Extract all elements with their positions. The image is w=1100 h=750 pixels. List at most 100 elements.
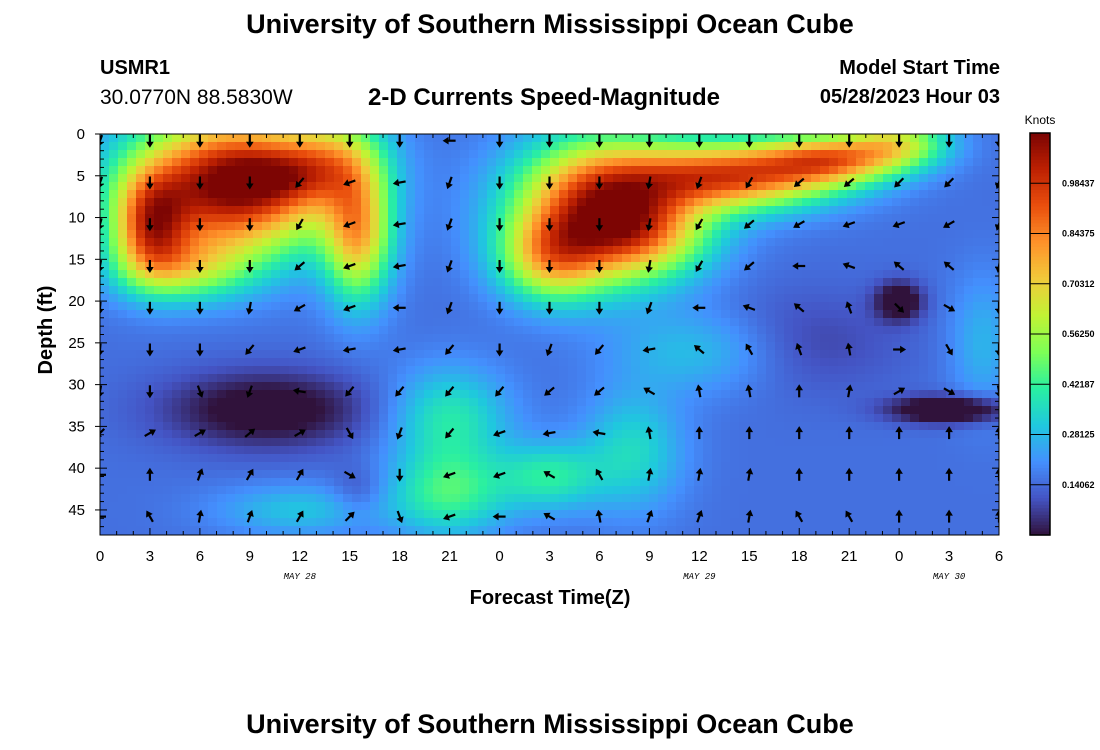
- heatmap-cell: [748, 270, 758, 279]
- heatmap-cell: [550, 150, 560, 159]
- heatmap-cell: [568, 334, 578, 343]
- heatmap-cell: [172, 494, 182, 503]
- heatmap-cell: [505, 526, 515, 535]
- heatmap-cell: [550, 454, 560, 463]
- heatmap-cell: [811, 406, 821, 415]
- heatmap-cell: [694, 310, 704, 319]
- heatmap-cell: [667, 438, 677, 447]
- heatmap-cell: [325, 454, 335, 463]
- heatmap-cell: [379, 302, 389, 311]
- heatmap-cell: [865, 438, 875, 447]
- heatmap-cell: [451, 382, 461, 391]
- heatmap-cell: [532, 318, 542, 327]
- heatmap-cell: [289, 446, 299, 455]
- heatmap-cell: [865, 478, 875, 487]
- heatmap-cell: [280, 430, 290, 439]
- heatmap-cell: [928, 150, 938, 159]
- heatmap-cell: [478, 486, 488, 495]
- heatmap-cell: [613, 478, 623, 487]
- heatmap-cell: [739, 142, 749, 151]
- heatmap-cell: [199, 190, 209, 199]
- heatmap-cell: [235, 414, 245, 423]
- heatmap-cell: [946, 502, 956, 511]
- heatmap-cell: [190, 438, 200, 447]
- heatmap-cell: [235, 182, 245, 191]
- heatmap-cell: [523, 350, 533, 359]
- heatmap-cell: [352, 254, 362, 263]
- heatmap-cell: [307, 166, 317, 175]
- heatmap-cell: [262, 142, 272, 151]
- heatmap-cell: [757, 502, 767, 511]
- heatmap-cell: [604, 142, 614, 151]
- heatmap-cell: [865, 134, 875, 143]
- heatmap-cell: [838, 174, 848, 183]
- heatmap-cell: [280, 262, 290, 271]
- heatmap-cell: [433, 446, 443, 455]
- heatmap-cell: [550, 174, 560, 183]
- heatmap-cell: [766, 342, 776, 351]
- heatmap-cell: [865, 278, 875, 287]
- heatmap-cell: [901, 334, 911, 343]
- heatmap-cell: [487, 422, 497, 431]
- heatmap-cell: [577, 342, 587, 351]
- heatmap-cell: [739, 398, 749, 407]
- heatmap-cell: [730, 182, 740, 191]
- heatmap-cell: [514, 150, 524, 159]
- heatmap-cell: [739, 470, 749, 479]
- heatmap-cell: [910, 262, 920, 271]
- heatmap-cell: [307, 446, 317, 455]
- heatmap-cell: [946, 134, 956, 143]
- heatmap-cell: [604, 438, 614, 447]
- heatmap-cell: [172, 390, 182, 399]
- heatmap-cell: [712, 342, 722, 351]
- heatmap-cell: [199, 438, 209, 447]
- heatmap-cell: [766, 406, 776, 415]
- heatmap-cell: [154, 150, 164, 159]
- heatmap-cell: [154, 486, 164, 495]
- heatmap-cell: [433, 238, 443, 247]
- heatmap-cell: [460, 142, 470, 151]
- heatmap-cell: [613, 134, 623, 143]
- heatmap-cell: [973, 358, 983, 367]
- heatmap-cell: [685, 150, 695, 159]
- heatmap-cell: [568, 254, 578, 263]
- heatmap-cell: [973, 142, 983, 151]
- heatmap-cell: [352, 230, 362, 239]
- heatmap-cell: [712, 206, 722, 215]
- heatmap-cell: [208, 150, 218, 159]
- heatmap-cell: [361, 358, 371, 367]
- heatmap-cell: [370, 318, 380, 327]
- heatmap-cell: [667, 342, 677, 351]
- heatmap-cell: [568, 374, 578, 383]
- heatmap-cell: [460, 398, 470, 407]
- heatmap-cell: [199, 302, 209, 311]
- heatmap-cell: [613, 414, 623, 423]
- heatmap-cell: [172, 310, 182, 319]
- heatmap-cell: [748, 310, 758, 319]
- heatmap-cell: [640, 158, 650, 167]
- heatmap-cell: [685, 318, 695, 327]
- heatmap-cell: [253, 494, 263, 503]
- heatmap-cell: [487, 206, 497, 215]
- heatmap-cell: [793, 358, 803, 367]
- heatmap-cell: [235, 278, 245, 287]
- heatmap-cell: [181, 382, 191, 391]
- heatmap-cell: [739, 438, 749, 447]
- heatmap-cell: [415, 510, 425, 519]
- heatmap-cell: [784, 206, 794, 215]
- heatmap-cell: [154, 182, 164, 191]
- heatmap-cell: [253, 262, 263, 271]
- heatmap-cell: [955, 406, 965, 415]
- heatmap-cell: [955, 390, 965, 399]
- heatmap-cell: [217, 206, 227, 215]
- heatmap-cell: [946, 174, 956, 183]
- heatmap-cell: [226, 318, 236, 327]
- heatmap-cell: [775, 334, 785, 343]
- heatmap-cell: [505, 334, 515, 343]
- heatmap-cell: [343, 174, 353, 183]
- heatmap-cell: [469, 158, 479, 167]
- heatmap-cell: [190, 246, 200, 255]
- heatmap-cell: [982, 318, 992, 327]
- heatmap-cell: [289, 510, 299, 519]
- heatmap-cell: [874, 182, 884, 191]
